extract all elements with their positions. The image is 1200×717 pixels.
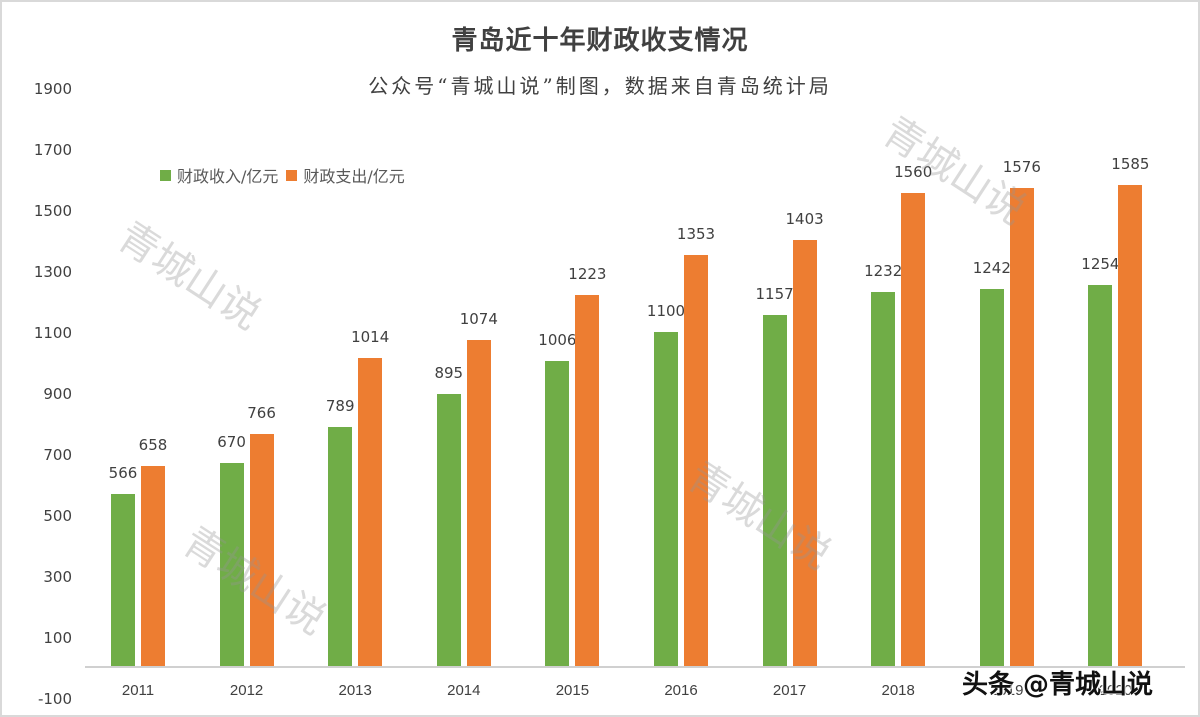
data-label: 1232	[864, 262, 903, 281]
y-tick-label: 1700	[33, 141, 72, 159]
bar-expense	[466, 340, 491, 666]
brand-watermark: 头条 @青城山说	[962, 670, 1154, 700]
x-tick-label: 2018	[881, 682, 915, 699]
x-tick-label: 2013	[338, 682, 372, 699]
y-tick-label: 500	[43, 507, 72, 525]
bar-income	[871, 292, 896, 666]
x-tick-label: 2019	[990, 682, 1024, 699]
bar-income	[436, 394, 461, 666]
data-label: 1074	[459, 310, 498, 329]
x-tick-label: 2012	[229, 682, 264, 699]
data-label: 1223	[568, 264, 607, 283]
data-label: 1560	[894, 162, 933, 181]
legend-label-expense: 财政支出/亿元	[303, 167, 405, 186]
data-label: 1014	[351, 328, 390, 347]
y-tick-label: 700	[43, 446, 72, 464]
bar-expense	[358, 358, 383, 666]
data-label: 1006	[538, 330, 577, 349]
bar-income	[979, 289, 1004, 666]
bar-income	[111, 494, 135, 666]
bar-income	[545, 360, 570, 666]
y-tick-label: 1500	[33, 202, 72, 220]
data-label: 1576	[1002, 157, 1041, 176]
legend-swatch-income	[160, 169, 171, 181]
data-label: 1585	[1111, 154, 1150, 173]
y-tick-label: 1100	[33, 324, 72, 342]
legend-label-income: 财政收入/亿元	[177, 167, 279, 186]
bar-expense	[1009, 187, 1034, 666]
data-label: 1254	[1081, 255, 1120, 274]
bar-expense	[575, 294, 600, 666]
x-tick-label: 2014	[447, 682, 481, 699]
bar-income	[654, 332, 678, 666]
x-axis-line	[85, 666, 1185, 668]
y-tick-label: 300	[43, 568, 72, 586]
chart-subtitle: 公众号“青城山说”制图，数据来自青岛统计局	[368, 74, 832, 98]
legend-item-income: 财政收入/亿元	[160, 163, 278, 187]
bar-income	[328, 426, 353, 666]
y-tick-label: 1900	[33, 80, 72, 98]
data-label: 766	[247, 403, 276, 422]
y-tick-label: 100	[43, 629, 72, 647]
bar-income	[762, 314, 787, 666]
bar-expense	[792, 240, 817, 666]
data-label: 1403	[785, 210, 824, 229]
x-tick-label: 2011	[121, 682, 155, 699]
y-tick-label: 1300	[33, 263, 72, 281]
data-label: 658	[138, 436, 168, 455]
data-label: 895	[434, 364, 464, 383]
chart-title: 青岛近十年财政收支情况	[451, 26, 749, 56]
bar-expense	[249, 433, 274, 666]
bar-expense	[684, 255, 708, 666]
data-label: 566	[108, 464, 138, 483]
bar-expense	[901, 192, 926, 666]
x-tick-label: 2017	[772, 682, 807, 699]
x-tick-label: 2020	[1098, 682, 1133, 699]
x-tick-label: 2016	[664, 682, 698, 699]
data-label: 1100	[646, 302, 686, 321]
legend-item-expense: 财政支出/亿元	[286, 163, 405, 187]
bar-expense	[141, 466, 165, 666]
data-label: 789	[325, 396, 355, 415]
bar-income	[1088, 285, 1113, 666]
data-label: 1353	[676, 225, 716, 244]
y-tick-label: -100	[37, 690, 72, 708]
data-label: 1157	[755, 284, 794, 303]
bar-income	[219, 462, 244, 666]
bar-expense	[1118, 184, 1143, 666]
legend-swatch-expense	[286, 169, 298, 181]
y-tick-label: 900	[43, 385, 72, 403]
legend: 财政收入/亿元 财政支出/亿元	[160, 163, 413, 187]
data-label: 1242	[972, 259, 1011, 278]
data-label: 670	[217, 432, 246, 451]
x-tick-label: 2015	[555, 682, 590, 699]
